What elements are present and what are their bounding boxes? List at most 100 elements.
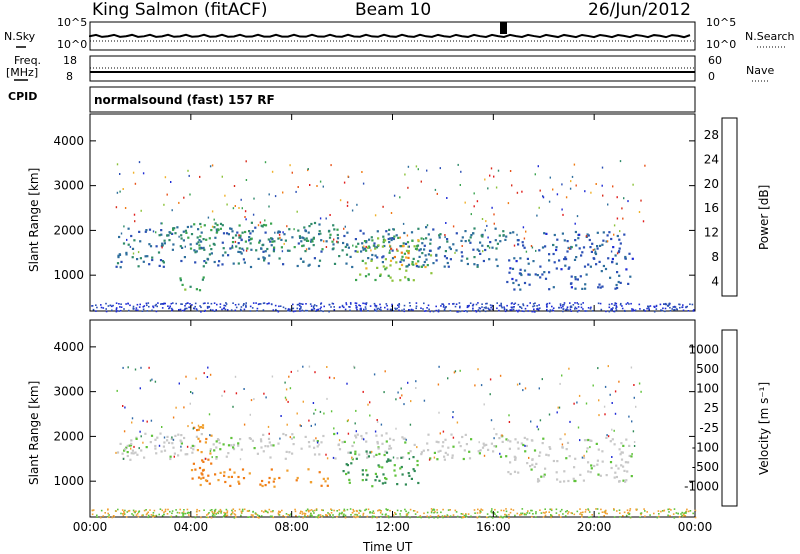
velocity-noise-cell <box>313 412 315 415</box>
velocity-noise-cell <box>561 443 564 446</box>
power-noise-cell <box>486 224 488 227</box>
power-noise-cell <box>452 225 455 228</box>
velocity-ground-cell <box>463 516 465 518</box>
power-cell <box>376 230 379 233</box>
power-ground-cell <box>659 303 662 306</box>
power-cell <box>576 278 579 281</box>
power-cell <box>131 256 134 259</box>
velocity-ground-cell <box>644 510 646 512</box>
velocity-noise-cell <box>597 367 599 370</box>
power-ground-cell <box>615 305 618 307</box>
velocity-noise-cell <box>380 423 383 426</box>
velocity-ground-cell <box>430 510 433 513</box>
velocity-noise-cell <box>326 366 328 368</box>
power-colorbar-frame <box>721 117 738 297</box>
velocity-ground-cell <box>342 514 345 517</box>
velocity-cell <box>136 453 139 456</box>
power-cell <box>387 274 390 277</box>
velocity-ground-cell <box>661 510 664 512</box>
velocity-ground-cell <box>613 516 616 518</box>
velocity-noise-cell <box>561 374 563 377</box>
velocity-cell <box>347 451 350 454</box>
velocity-noise-cell <box>489 393 491 396</box>
power-noise-cell <box>525 230 527 233</box>
power-cell <box>293 246 296 249</box>
power-ground-cell <box>429 310 431 313</box>
velocity-cell <box>116 451 120 454</box>
velocity-noise-cell <box>633 396 635 399</box>
velocity-ground-cell <box>298 515 300 518</box>
power-ground-cell <box>216 303 218 306</box>
velocity-cell <box>450 433 453 436</box>
power-cell <box>199 235 202 238</box>
velocity-cell <box>416 459 419 463</box>
power-ground-cell <box>202 302 205 305</box>
power-cell <box>237 242 240 245</box>
power-cell <box>168 231 171 234</box>
velocity-ground-cell <box>460 513 463 515</box>
velocity-ground-cell <box>300 510 302 513</box>
velocity-noise-cell <box>314 408 317 411</box>
power-noise-cell <box>640 199 642 202</box>
power-cell <box>215 231 218 234</box>
power-noise-cell <box>319 180 322 183</box>
velocity-cell <box>444 451 447 454</box>
velocity-ground-cell <box>504 513 506 516</box>
power-cell <box>405 249 409 252</box>
power-ground-cell <box>504 310 507 313</box>
power-cell <box>264 224 268 227</box>
velocity-ground-cell <box>694 516 697 519</box>
power-cell <box>291 236 294 239</box>
power-ground-cell <box>687 310 690 312</box>
velocity-ground-cell <box>387 515 390 517</box>
velocity-noise-cell <box>633 384 635 386</box>
power-cell <box>166 234 169 237</box>
power-cell <box>481 244 484 247</box>
power-colorbar-tick: 24 <box>704 152 719 166</box>
power-noise-cell <box>616 217 619 220</box>
power-cell <box>367 245 370 248</box>
power-cell <box>548 259 551 262</box>
power-noise-cell <box>613 224 616 227</box>
power-ground-cell <box>533 311 535 313</box>
power-ground-cell <box>574 306 577 309</box>
velocity-cell <box>218 441 221 445</box>
power-cell <box>488 258 491 261</box>
power-ground-cell <box>120 306 123 308</box>
power-ground-cell <box>467 305 470 308</box>
velocity-cell <box>605 436 608 439</box>
velocity-noise-cell <box>346 382 348 385</box>
velocity-ytick-label: 2000 <box>53 429 84 443</box>
power-cell <box>308 225 311 228</box>
power-ground-cell <box>626 302 629 304</box>
velocity-noise-cell <box>116 389 118 392</box>
velocity-ground-cell <box>429 515 432 517</box>
power-cell <box>234 234 238 237</box>
power-cell <box>476 248 479 251</box>
x-tick-label: 08:00 <box>274 520 309 534</box>
velocity-ground-cell <box>627 511 630 514</box>
velocity-cell <box>272 480 275 483</box>
velocity-ground-cell <box>380 515 382 518</box>
power-cell <box>527 273 530 276</box>
power-cell <box>375 246 379 249</box>
power-colorbar-tick: 28 <box>704 128 719 142</box>
velocity-cell <box>200 472 203 475</box>
power-ground-cell <box>519 306 521 308</box>
power-ground-cell <box>655 305 658 308</box>
power-cell <box>138 230 141 233</box>
power-cell <box>425 226 428 229</box>
power-cell <box>227 254 230 257</box>
power-noise-cell <box>257 224 260 227</box>
velocity-cell <box>535 462 538 465</box>
velocity-ground-cell <box>304 515 306 518</box>
power-cell <box>370 236 373 239</box>
velocity-ground-cell <box>477 508 479 511</box>
power-cell <box>519 268 522 271</box>
power-cell <box>570 275 573 278</box>
velocity-ground-cell <box>628 513 630 516</box>
power-cell <box>587 234 590 237</box>
power-ground-cell <box>409 309 411 311</box>
power-noise-cell <box>211 210 214 213</box>
power-cell <box>302 244 305 247</box>
